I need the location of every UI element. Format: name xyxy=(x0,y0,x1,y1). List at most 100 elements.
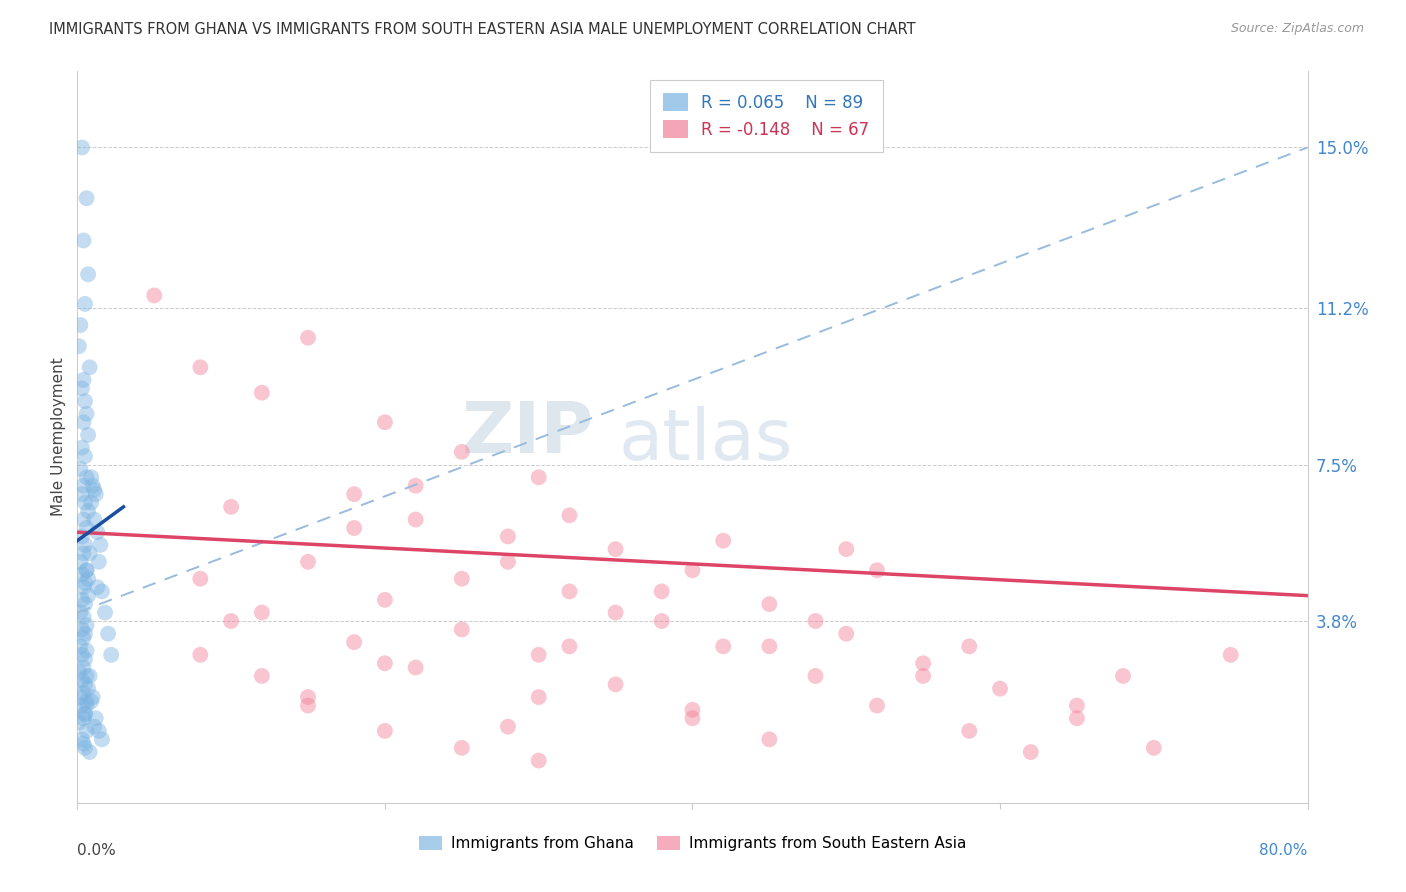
Point xyxy=(250,385,273,400)
Point xyxy=(73,495,96,509)
Point xyxy=(651,584,673,599)
Point xyxy=(70,441,93,455)
Point xyxy=(70,648,93,662)
Point xyxy=(73,652,96,666)
Point xyxy=(343,521,366,535)
Point xyxy=(804,669,827,683)
Point xyxy=(79,360,101,375)
Point xyxy=(70,140,93,154)
Point xyxy=(82,690,104,705)
Point xyxy=(70,698,93,713)
Y-axis label: Male Unemployment: Male Unemployment xyxy=(51,358,66,516)
Point xyxy=(450,572,472,586)
Point xyxy=(250,669,273,683)
Point xyxy=(405,479,427,493)
Point xyxy=(866,698,889,713)
Point xyxy=(297,698,319,713)
Point xyxy=(73,297,96,311)
Point xyxy=(94,606,117,620)
Point xyxy=(76,191,98,205)
Point xyxy=(605,542,627,557)
Text: Source: ZipAtlas.com: Source: ZipAtlas.com xyxy=(1230,22,1364,36)
Point xyxy=(72,479,94,493)
Point xyxy=(73,597,96,611)
Point xyxy=(72,373,94,387)
Point xyxy=(76,723,98,738)
Point xyxy=(86,580,108,594)
Point xyxy=(76,563,98,577)
Point xyxy=(72,415,94,429)
Point xyxy=(87,723,110,738)
Point xyxy=(80,495,103,509)
Point xyxy=(912,669,935,683)
Point xyxy=(72,711,94,725)
Point xyxy=(72,686,94,700)
Point xyxy=(527,690,550,705)
Point xyxy=(72,512,94,526)
Point xyxy=(76,694,98,708)
Point xyxy=(83,720,105,734)
Point xyxy=(83,483,105,497)
Point xyxy=(1066,711,1088,725)
Point xyxy=(711,640,734,654)
Point xyxy=(73,626,96,640)
Point xyxy=(76,698,98,713)
Point xyxy=(76,521,98,535)
Point xyxy=(70,487,93,501)
Point xyxy=(89,538,111,552)
Point xyxy=(758,732,780,747)
Point xyxy=(73,706,96,721)
Point xyxy=(682,703,704,717)
Point xyxy=(69,318,91,332)
Point xyxy=(77,504,100,518)
Point xyxy=(76,669,98,683)
Point xyxy=(1219,648,1241,662)
Point xyxy=(188,572,212,586)
Point xyxy=(76,643,98,657)
Point xyxy=(77,572,100,586)
Point xyxy=(72,234,94,248)
Point xyxy=(80,694,103,708)
Point xyxy=(72,580,94,594)
Point xyxy=(70,567,93,582)
Point xyxy=(297,331,319,345)
Point xyxy=(70,529,93,543)
Point xyxy=(527,648,550,662)
Point xyxy=(219,500,242,514)
Point xyxy=(1019,745,1042,759)
Point xyxy=(605,677,627,691)
Point xyxy=(67,715,90,730)
Point xyxy=(69,555,91,569)
Point xyxy=(67,665,90,679)
Point xyxy=(450,445,472,459)
Point xyxy=(297,690,319,705)
Point xyxy=(83,512,105,526)
Point xyxy=(70,623,93,637)
Point xyxy=(804,614,827,628)
Point xyxy=(374,415,396,429)
Point xyxy=(72,609,94,624)
Text: 80.0%: 80.0% xyxy=(1260,843,1308,858)
Point xyxy=(450,623,472,637)
Point xyxy=(496,555,519,569)
Point xyxy=(957,723,980,738)
Point xyxy=(405,660,427,674)
Point xyxy=(73,538,96,552)
Point xyxy=(69,640,91,654)
Point xyxy=(527,754,550,768)
Point xyxy=(69,462,91,476)
Point xyxy=(90,584,114,599)
Point xyxy=(558,508,581,523)
Point xyxy=(77,268,100,282)
Point xyxy=(84,487,107,501)
Point xyxy=(73,394,96,409)
Point xyxy=(79,669,101,683)
Point xyxy=(76,407,98,421)
Point xyxy=(711,533,734,548)
Point xyxy=(188,360,212,375)
Text: atlas: atlas xyxy=(619,406,793,475)
Point xyxy=(374,657,396,671)
Point xyxy=(72,631,94,645)
Point xyxy=(374,592,396,607)
Point xyxy=(1066,698,1088,713)
